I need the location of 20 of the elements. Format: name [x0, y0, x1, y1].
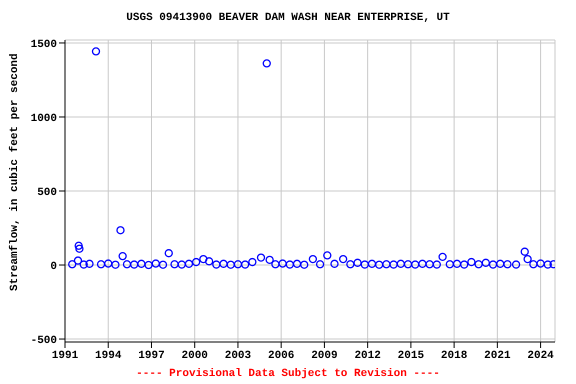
x-tick-label: 1994 [95, 350, 122, 362]
x-tick-label: 2021 [484, 350, 511, 362]
y-axis-title: Streamflow, in cubic feet per second [8, 53, 21, 291]
x-tick-label: 1991 [52, 350, 79, 362]
x-tick-label: 2015 [398, 350, 424, 362]
x-tick-label: 2006 [268, 350, 294, 362]
x-tick-label: 2024 [527, 350, 554, 362]
x-tick-label: 2009 [311, 350, 338, 362]
y-tick-label: 1000 [30, 112, 57, 125]
chart-title: USGS 09413900 BEAVER DAM WASH NEAR ENTERPRISE, UT [125, 12, 451, 24]
y-tick-label: 0 [50, 260, 57, 273]
x-tick-label: 2018 [440, 350, 468, 362]
y-tick-label: 1500 [30, 38, 57, 51]
x-tick-label: 1997 [138, 350, 165, 362]
y-tick-label: -500 [30, 334, 57, 347]
x-tick-label: 2003 [224, 350, 252, 362]
x-tick-label: 2000 [182, 350, 208, 362]
x-tick-label: 2012 [354, 350, 381, 362]
y-tick-label: 500 [37, 186, 57, 199]
text: ---- Provisional Data Subject to Revision ---- [135, 368, 441, 380]
